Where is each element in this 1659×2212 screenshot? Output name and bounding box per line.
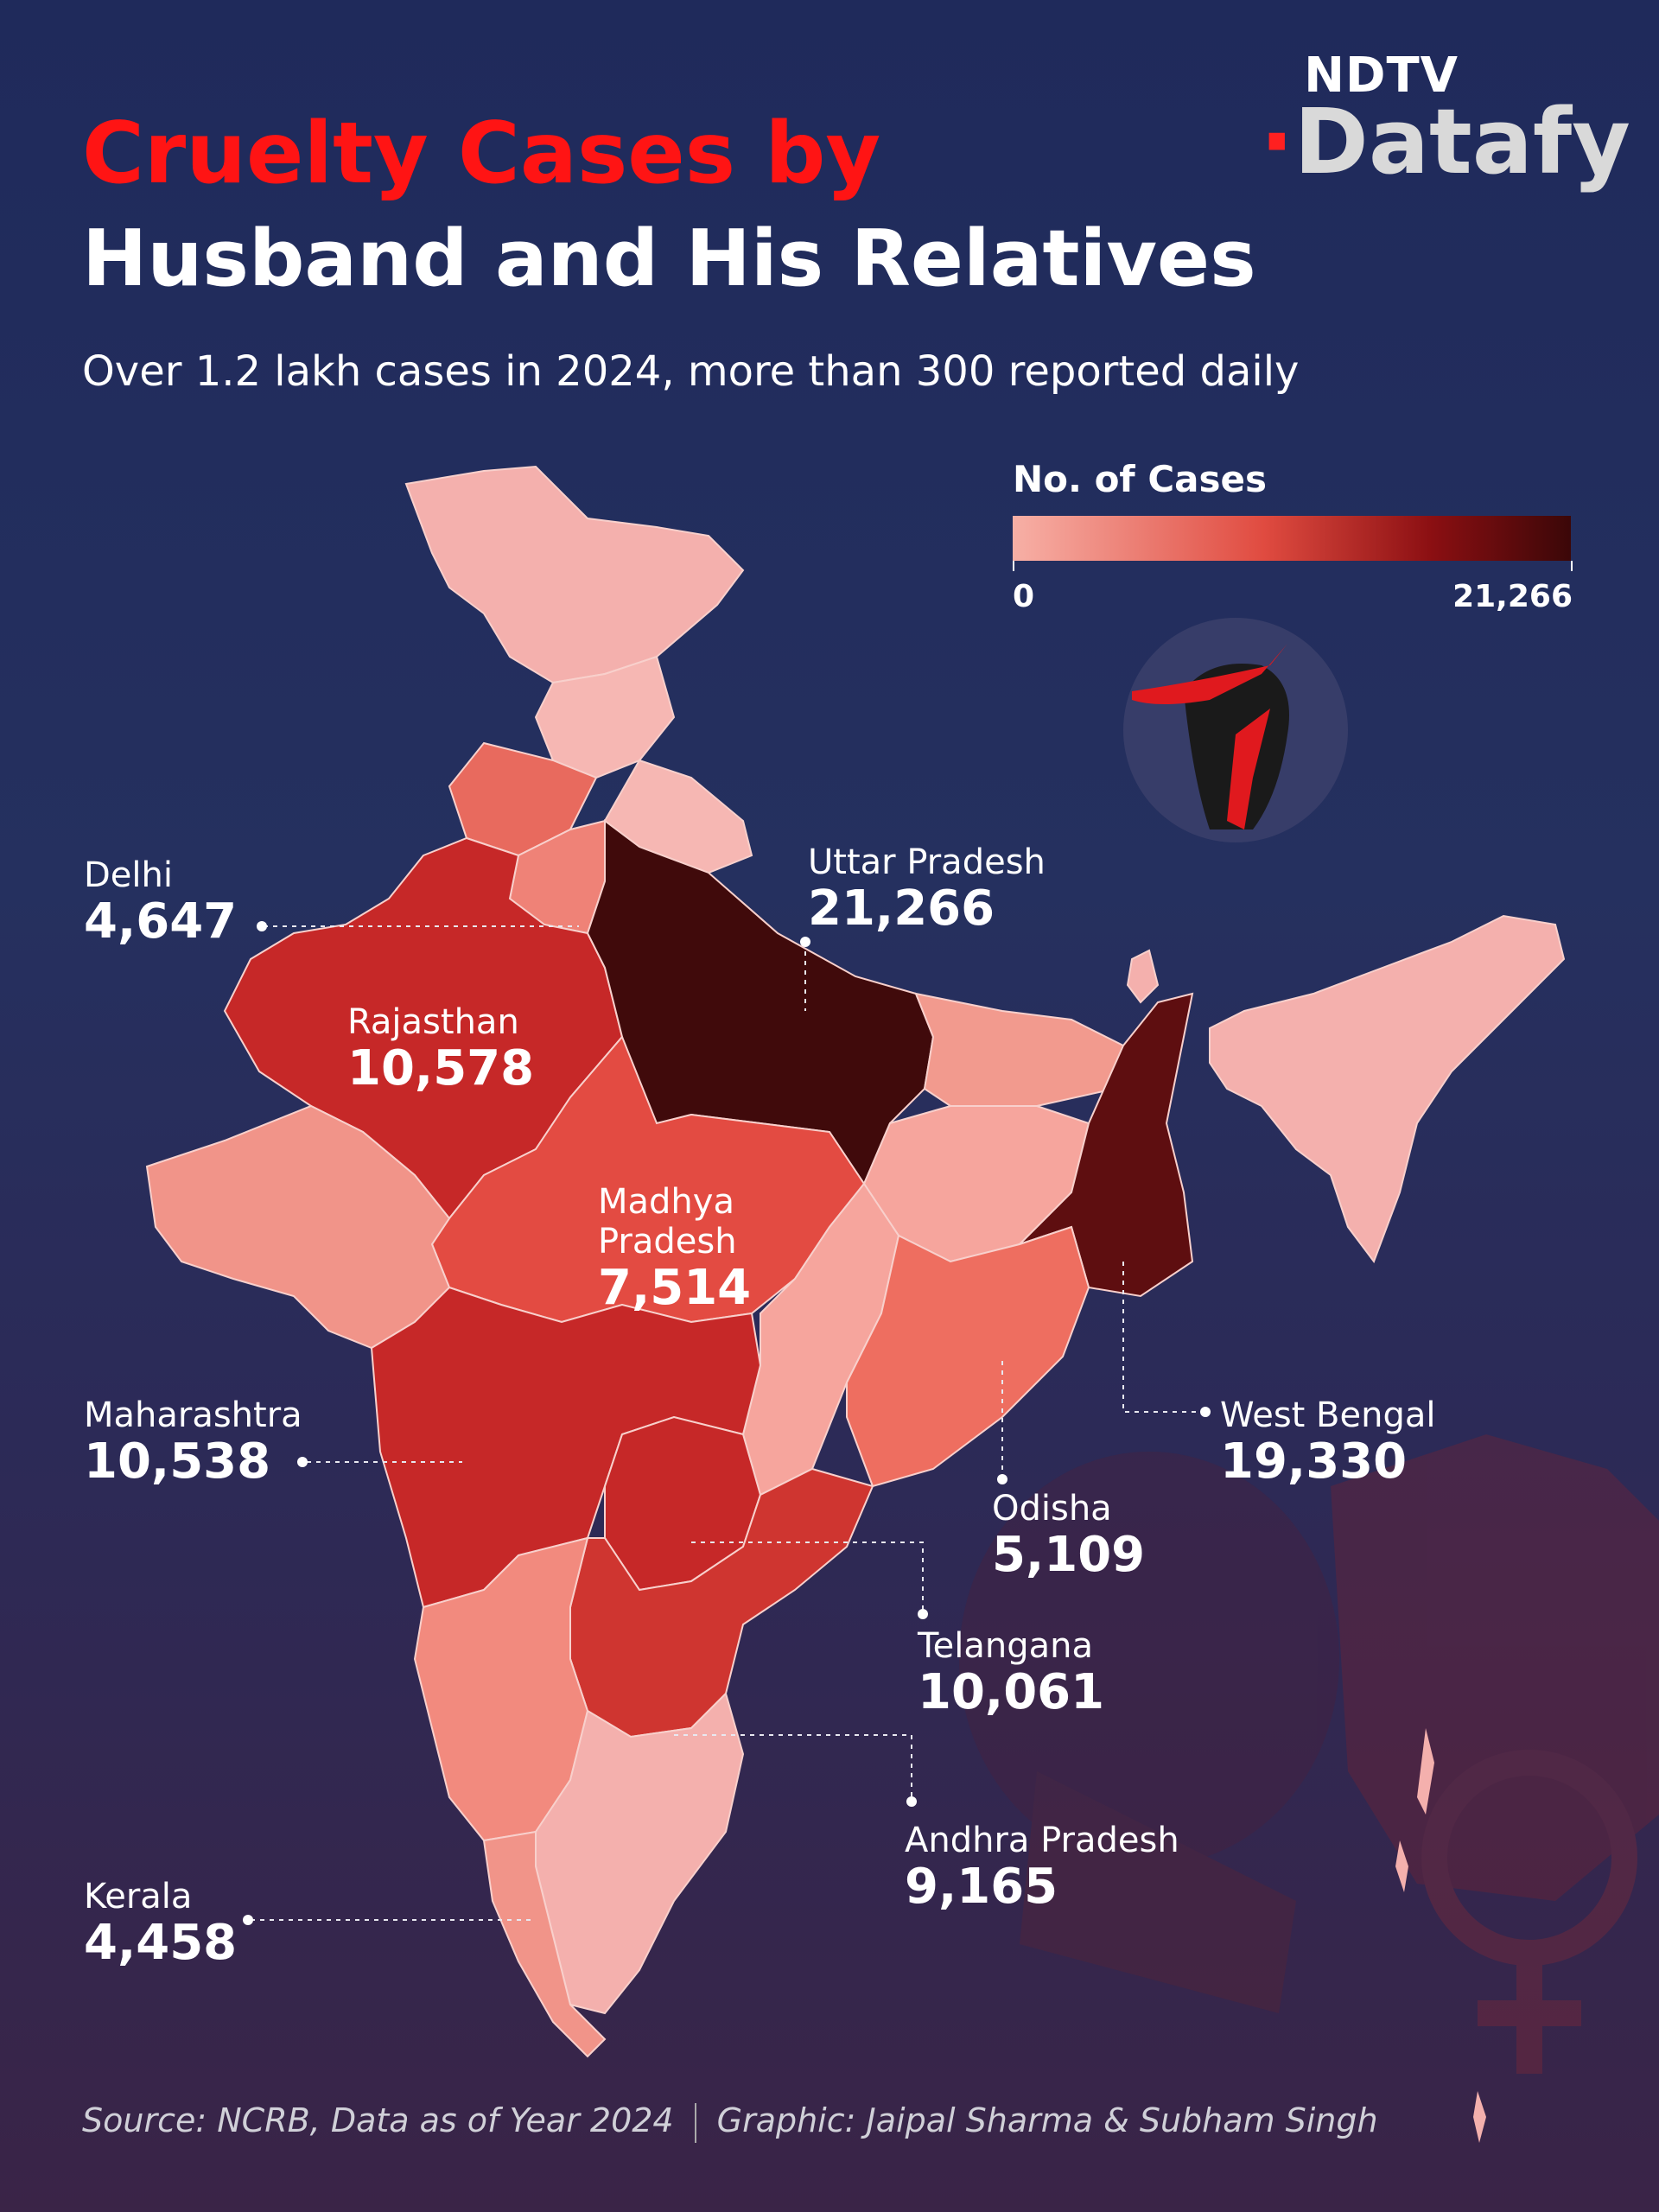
- source-credit: Source: NCRB, Data as of Year 2024 Graphi…: [82, 2101, 1378, 2143]
- legend-ticks: [1013, 561, 1573, 571]
- label-uttar-pradesh-value: 21,266: [808, 880, 995, 937]
- state-jammu-kashmir: [404, 465, 745, 684]
- label-delhi-value: 4,647: [84, 893, 238, 950]
- label-west-bengal-value: 19,330: [1220, 1433, 1408, 1490]
- state-west-bengal: [1019, 992, 1194, 1298]
- leader-dots: [243, 921, 1211, 1925]
- label-maharashtra-name: Maharashtra: [84, 1395, 302, 1435]
- state-bihar: [914, 992, 1125, 1107]
- label-telangana-value: 10,061: [918, 1664, 1105, 1720]
- label-uttar-pradesh: Uttar Pradesh 21,266: [808, 842, 1046, 936]
- label-madhya-pradesh-name-1: Madhya: [598, 1182, 734, 1222]
- source-divider: [694, 2102, 696, 2143]
- label-west-bengal: West Bengal 19,330: [1220, 1395, 1435, 1489]
- color-legend: No. of Cases 0 21,266: [1013, 458, 1573, 614]
- label-delhi: Delhi 4,647: [84, 855, 237, 949]
- title-line-1: Cruelty Cases by: [82, 105, 881, 203]
- label-andhra-pradesh-value: 9,165: [905, 1859, 1058, 1915]
- state-northeast: [1209, 914, 1566, 1264]
- label-uttar-pradesh-name: Uttar Pradesh: [808, 842, 1046, 882]
- label-maharashtra-value: 10,538: [84, 1433, 271, 1490]
- label-kerala: Kerala 4,458: [84, 1877, 237, 1970]
- hand-and-female-symbol-background: [959, 1434, 1659, 2074]
- label-telangana-name: Telangana: [918, 1626, 1093, 1666]
- subtitle: Over 1.2 lakh cases in 2024, more than 3…: [82, 347, 1300, 396]
- state-sikkim: [1126, 949, 1160, 1004]
- legend-tick-max: [1571, 561, 1573, 571]
- label-madhya-pradesh: Madhya Pradesh 7,514: [598, 1182, 751, 1315]
- label-andhra-pradesh-name: Andhra Pradesh: [905, 1821, 1179, 1860]
- state-kerala: [482, 1830, 607, 2058]
- legend-max-label: 21,266: [1452, 579, 1573, 614]
- brand-logo: NDTV ·Datafy: [1260, 48, 1630, 194]
- islands-andaman: [1395, 1728, 1486, 2143]
- label-delhi-name: Delhi: [84, 855, 173, 895]
- legend-min-label: 0: [1013, 579, 1035, 614]
- label-rajasthan: Rajasthan 10,578: [347, 1002, 534, 1096]
- label-telangana: Telangana 10,061: [918, 1626, 1104, 1719]
- label-odisha-value: 5,109: [992, 1527, 1146, 1583]
- woman-being-grabbed-illustration: [1123, 618, 1348, 842]
- label-rajasthan-value: 10,578: [347, 1040, 535, 1096]
- label-madhya-pradesh-name-2: Pradesh: [598, 1222, 737, 1262]
- legend-gradient-bar: [1013, 516, 1571, 561]
- label-rajasthan-name: Rajasthan: [347, 1002, 519, 1042]
- leader-lines: [251, 925, 1203, 1921]
- logo-datafy: ·Datafy: [1260, 89, 1630, 194]
- label-madhya-pradesh-value: 7,514: [598, 1260, 752, 1316]
- legend-title: No. of Cases: [1013, 458, 1267, 500]
- graphic-credit: Graphic: Jaipal Sharma & Subham Singh: [716, 2101, 1378, 2139]
- label-kerala-name: Kerala: [84, 1877, 193, 1916]
- label-kerala-value: 4,458: [84, 1915, 238, 1971]
- state-chhattisgarh: [741, 1182, 900, 1497]
- legend-tick-min: [1013, 561, 1014, 571]
- label-maharashtra: Maharashtra 10,538: [84, 1395, 302, 1489]
- label-andhra-pradesh: Andhra Pradesh 9,165: [905, 1821, 1179, 1914]
- source-text: Source: NCRB, Data as of Year 2024: [82, 2101, 674, 2139]
- label-odisha-name: Odisha: [992, 1489, 1112, 1529]
- label-odisha: Odisha 5,109: [992, 1489, 1145, 1582]
- title-line-2: Husband and His Relatives: [82, 213, 1256, 304]
- label-west-bengal-name: West Bengal: [1220, 1395, 1436, 1435]
- state-odisha: [846, 1225, 1090, 1488]
- logo-ndtv: NDTV: [1304, 48, 1459, 104]
